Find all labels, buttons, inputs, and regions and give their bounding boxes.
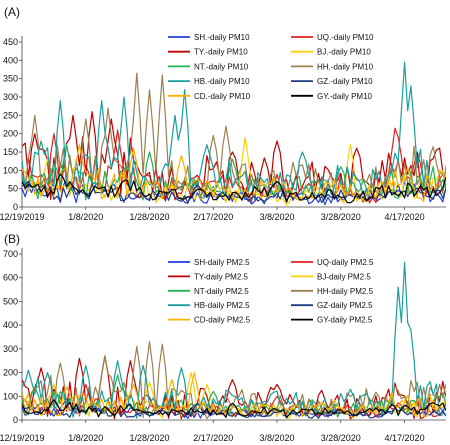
x-tick-label: 2/17/2020	[193, 212, 233, 222]
y-tick-label: 400	[3, 55, 18, 65]
legend-label: GY.-daily PM10	[317, 92, 373, 101]
legend-label: BJ.-daily PM10	[317, 48, 371, 57]
x-tick-label: 1/8/2020	[68, 433, 103, 443]
y-tick-label: 450	[3, 37, 18, 47]
legend-label: NT-daily PM2.5	[194, 287, 249, 296]
y-tick-label: 300	[3, 92, 18, 102]
x-tick-label: 3/28/2020	[321, 212, 361, 222]
x-tick-label: 3/8/2020	[260, 433, 295, 443]
x-tick-label: 4/17/2020	[385, 433, 425, 443]
series-line	[22, 173, 446, 204]
legend-label: BJ-daily PM2.5	[317, 272, 371, 281]
legend-label: TY-daily PM2.5	[194, 272, 249, 281]
legend-label: HH.-daily PM10	[317, 62, 374, 71]
y-tick-label: 350	[3, 74, 18, 84]
panel-a-label: (A)	[4, 5, 20, 19]
x-tick-label: 1/28/2020	[129, 433, 169, 443]
chart-panel-a: 0 50 100 150 200 250 300 350 400 450 12/19/2019 1/8…	[0, 33, 446, 222]
legend-label: SH-daily PM2.5	[194, 258, 250, 267]
legend-label: GY-daily PM2.5	[317, 316, 373, 325]
legend-label: CD-daily PM2.5	[194, 316, 251, 325]
series-line	[22, 355, 446, 420]
series-group	[22, 61, 446, 206]
y-tick-label: 150	[3, 147, 18, 157]
y-tick-label: 300	[3, 344, 18, 354]
y-tick-label: 600	[3, 273, 18, 283]
series-line	[22, 399, 446, 419]
legend-label: GZ.-daily PM10	[317, 77, 373, 86]
series-line	[22, 372, 446, 418]
series-line	[22, 402, 446, 419]
x-tick-label: 2/17/2020	[193, 433, 233, 443]
x-tick-label: 1/8/2020	[68, 212, 103, 222]
series-group	[22, 261, 446, 420]
y-tick-label: 0	[13, 415, 18, 425]
legend-label: HB-daily PM2.5	[194, 301, 250, 310]
x-tick-label: 12/19/2019	[0, 433, 45, 443]
legend-label: GZ-daily PM2.5	[317, 301, 373, 310]
x-tick-label: 3/8/2020	[260, 212, 295, 222]
series-line	[22, 144, 446, 203]
panel-b-label: (B)	[4, 232, 20, 246]
x-tick-label: 12/19/2019	[0, 212, 45, 222]
y-tick-label: 250	[3, 110, 18, 120]
legend-label: CD.-daily PM10	[194, 92, 251, 101]
x-tick-label: 4/17/2020	[385, 212, 425, 222]
legend-label: UQ.-daily PM10	[317, 33, 374, 42]
x-tick-label: 1/28/2020	[129, 212, 169, 222]
legend-label: UQ-daily PM2.5	[317, 258, 374, 267]
legend-label: SH.-daily PM10	[194, 33, 250, 42]
series-line	[22, 61, 446, 201]
y-tick-label: 200	[3, 129, 18, 139]
y-tick-label: 500	[3, 296, 18, 306]
chart-panel-b: 0 100 200 300 400 500 600 700 12/19/2019 1/8/2020…	[0, 248, 446, 443]
y-tick-label: 700	[3, 249, 18, 259]
legend-label: HH-daily PM2.5	[317, 287, 374, 296]
legend-label: NT.-daily PM10	[194, 62, 249, 71]
y-tick-label: 200	[3, 368, 18, 378]
y-tick-label: 400	[3, 320, 18, 330]
y-tick-label: 0	[13, 202, 18, 212]
legend-label: TY.-daily PM10	[194, 48, 248, 57]
x-tick-label: 3/28/2020	[321, 433, 361, 443]
y-tick-label: 100	[3, 391, 18, 401]
legend-label: HB.-daily PM10	[194, 77, 250, 86]
y-tick-label: 100	[3, 165, 18, 175]
y-tick-label: 50	[8, 184, 18, 194]
series-line	[22, 261, 446, 419]
